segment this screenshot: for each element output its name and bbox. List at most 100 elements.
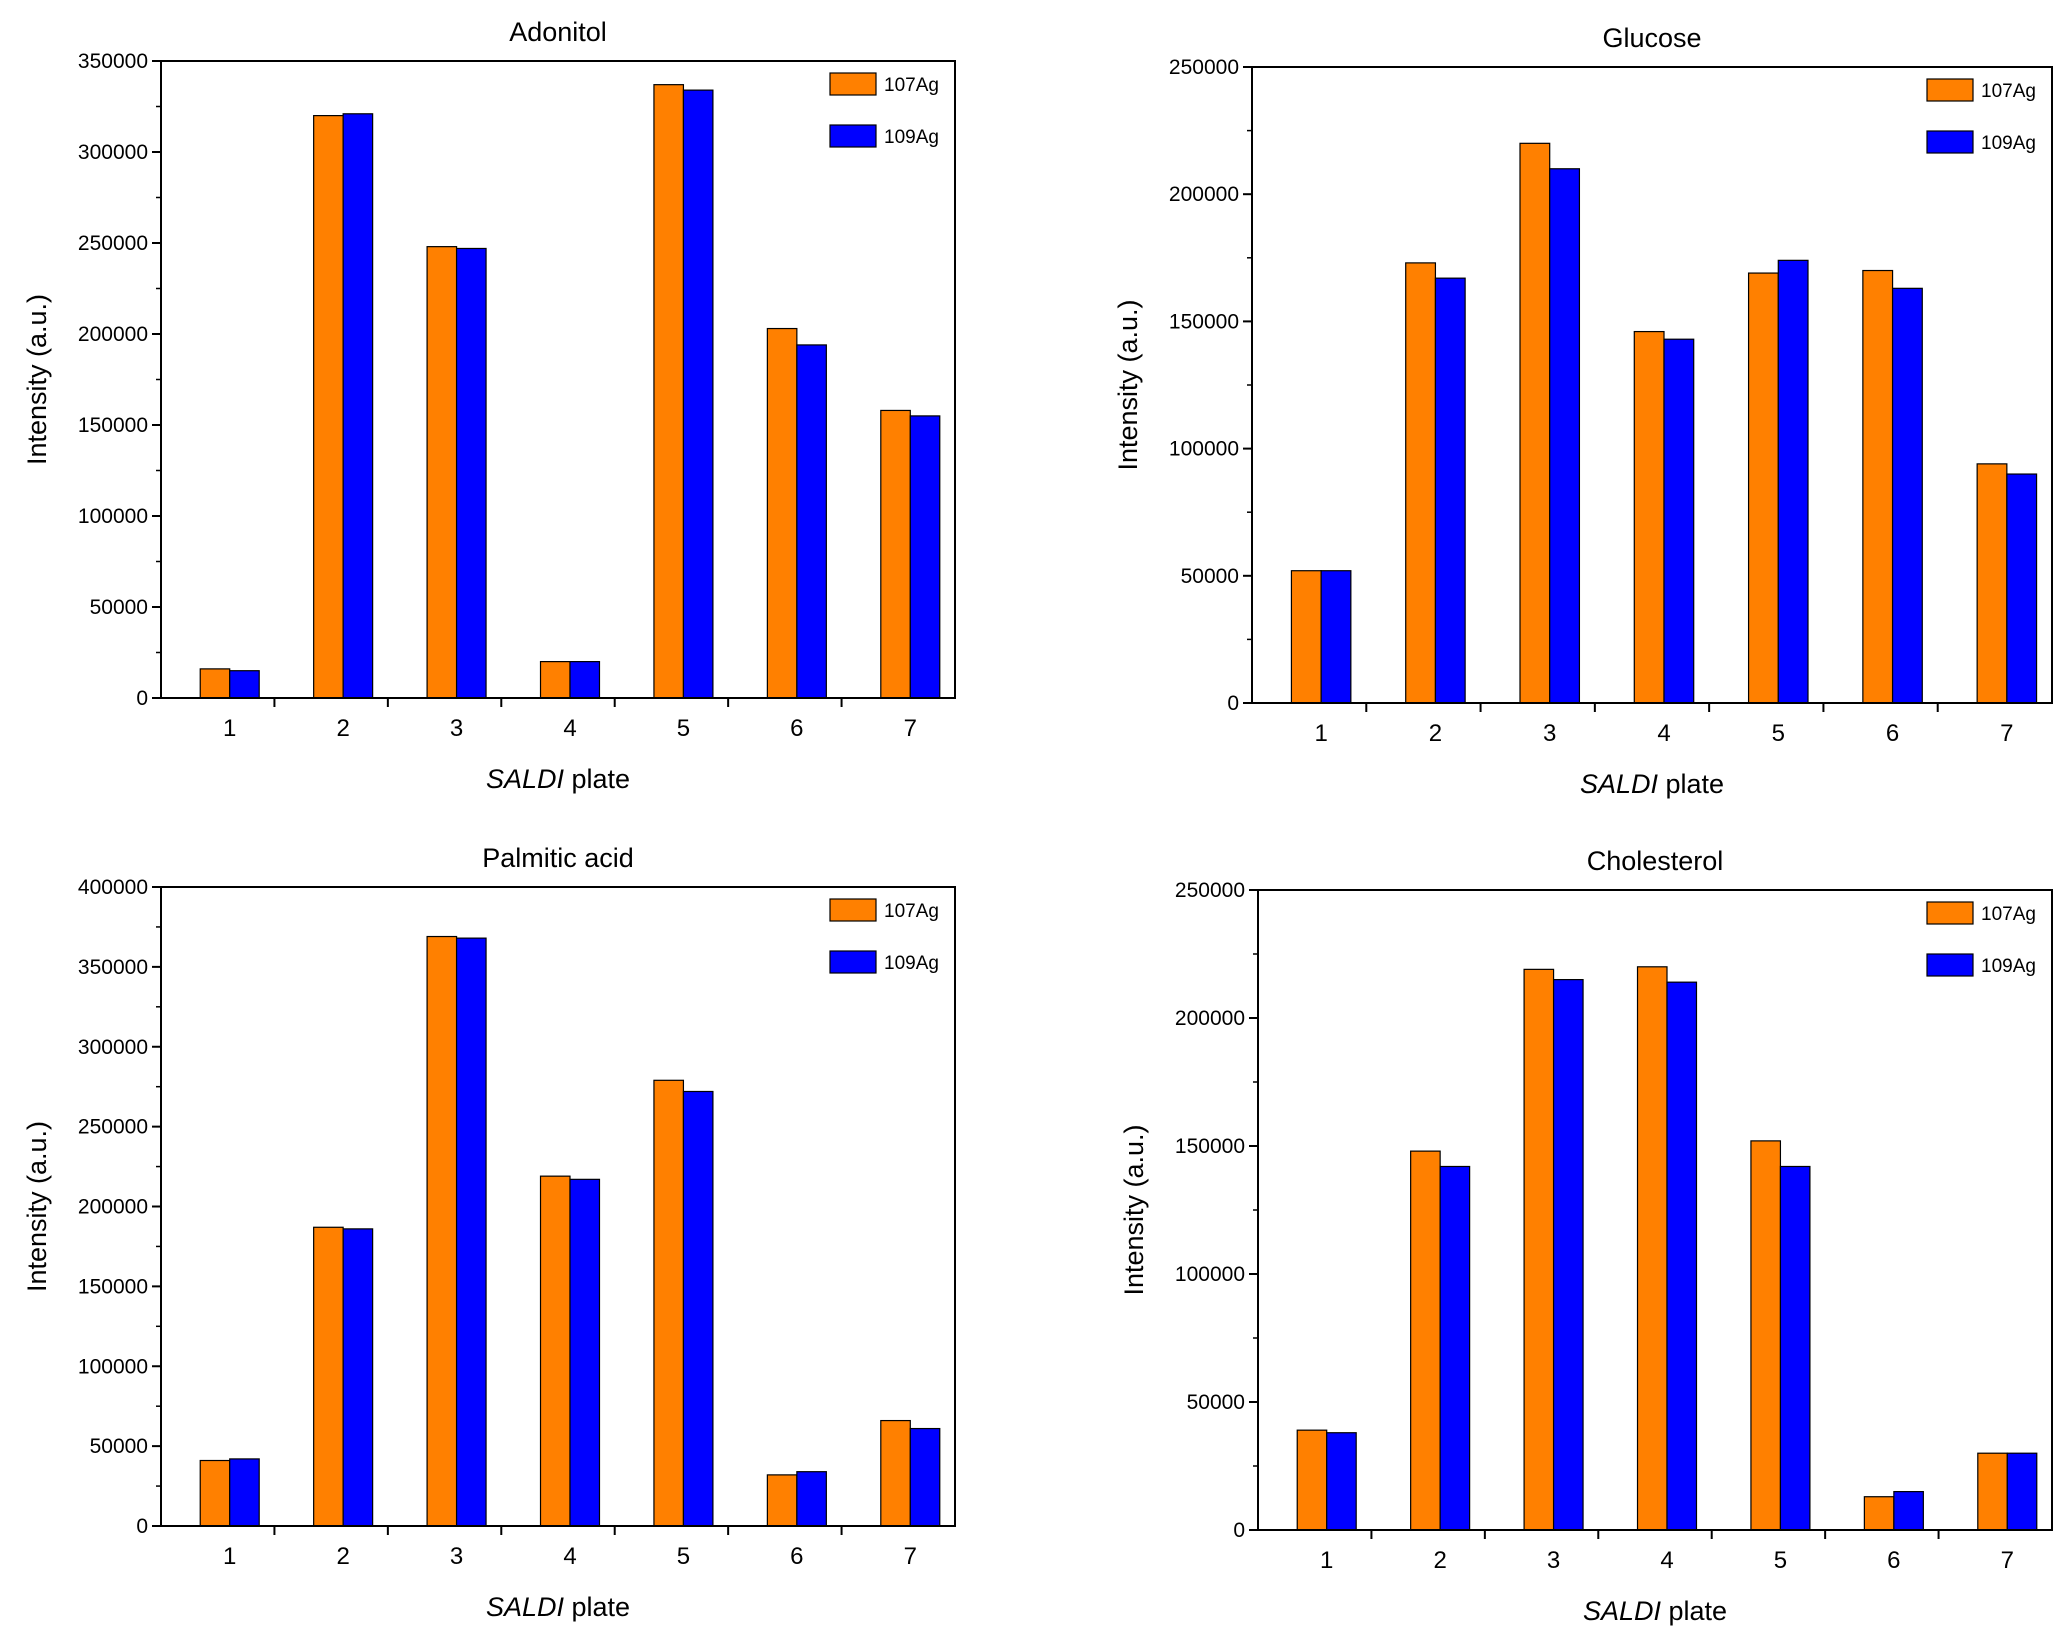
x-axis-title: SALDI plate bbox=[486, 1592, 630, 1622]
x-axis-title: SALDI plate bbox=[1580, 769, 1724, 799]
legend: 107Ag 109Ag bbox=[1926, 901, 2036, 977]
legend-label: 107Ag bbox=[884, 75, 939, 96]
chart-title: Cholesterol bbox=[1587, 846, 1724, 876]
x-tick-label: 2 bbox=[336, 715, 349, 742]
chart-panel-2: Glucose Intensity (a.u.) SALDI plate 0 50000… bbox=[1113, 23, 2053, 799]
y-tick-label: 200000 bbox=[78, 323, 148, 346]
x-tick-label: 3 bbox=[1547, 1547, 1560, 1574]
x-axis-title-italic: SALDI bbox=[1580, 769, 1659, 799]
bar-107Ag-5 bbox=[1747, 272, 1779, 704]
bar-109Ag-1 bbox=[229, 670, 260, 699]
bar-109Ag-3 bbox=[1549, 168, 1581, 704]
x-tick-label: 7 bbox=[2000, 720, 2013, 747]
y-tick-label: 150000 bbox=[78, 1275, 148, 1298]
bar-107Ag-2 bbox=[1405, 262, 1437, 704]
x-tick-label: 6 bbox=[790, 715, 803, 742]
legend-label: 107Ag bbox=[884, 901, 939, 922]
bar-109Ag-3 bbox=[455, 247, 487, 699]
bar-109Ag-1 bbox=[1320, 570, 1352, 704]
bar-107Ag-1 bbox=[199, 1459, 231, 1527]
y-tick-label: 200000 bbox=[78, 1196, 148, 1219]
y-tick-label: 250000 bbox=[78, 232, 148, 255]
bar-107Ag-3 bbox=[1523, 968, 1555, 1531]
x-tick-label: 6 bbox=[790, 1543, 803, 1570]
y-tick-label: 100000 bbox=[78, 505, 148, 528]
x-tick-label: 1 bbox=[223, 715, 236, 742]
bar-107Ag-4 bbox=[539, 660, 571, 699]
bar-107Ag-5 bbox=[1750, 1140, 1782, 1531]
bar-109Ag-4 bbox=[569, 1178, 601, 1527]
x-tick-label: 1 bbox=[223, 1543, 236, 1570]
bar-107Ag-6 bbox=[766, 1474, 798, 1527]
y-tick-label: 350000 bbox=[78, 50, 148, 73]
legend-swatch-107Ag bbox=[1926, 901, 1974, 925]
y-tick-label: 250000 bbox=[78, 1116, 148, 1139]
x-tick-label: 2 bbox=[1429, 720, 1442, 747]
chart-title: Adonitol bbox=[509, 17, 607, 47]
x-axis-title-italic: SALDI bbox=[486, 1592, 565, 1622]
x-axis-title-italic: SALDI bbox=[1583, 1596, 1662, 1626]
y-axis-title: Intensity (a.u.) bbox=[1119, 1124, 1149, 1295]
bar-109Ag-6 bbox=[796, 344, 827, 699]
bar-109Ag-6 bbox=[1893, 1490, 1924, 1531]
bar-109Ag-2 bbox=[1434, 277, 1466, 704]
y-tick-label: 100000 bbox=[1169, 438, 1239, 461]
bar-109Ag-7 bbox=[2006, 1452, 2038, 1531]
legend-swatch-107Ag bbox=[829, 72, 877, 96]
bar-107Ag-4 bbox=[1633, 330, 1665, 704]
legend-label: 109Ag bbox=[1981, 956, 2036, 977]
x-axis-title-rest: plate bbox=[1658, 769, 1724, 799]
x-tick-label: 7 bbox=[904, 1543, 917, 1570]
x-tick-label: 1 bbox=[1320, 1547, 1333, 1574]
bar-107Ag-7 bbox=[880, 409, 911, 699]
x-tick-label: 5 bbox=[677, 1543, 690, 1570]
bar-107Ag-2 bbox=[1410, 1150, 1441, 1531]
bar-107Ag-7 bbox=[1976, 463, 2008, 704]
bar-109Ag-4 bbox=[1663, 338, 1695, 704]
y-tick-label: 150000 bbox=[1175, 1135, 1245, 1158]
x-tick-label: 6 bbox=[1886, 720, 1899, 747]
y-tick-label: 100000 bbox=[78, 1355, 148, 1378]
bar-109Ag-5 bbox=[1779, 1165, 1811, 1531]
y-tick-label: 0 bbox=[136, 687, 148, 710]
bar-107Ag-1 bbox=[199, 668, 231, 699]
legend-swatch-109Ag bbox=[829, 124, 877, 148]
bar-109Ag-7 bbox=[909, 415, 941, 699]
chart-title: Palmitic acid bbox=[482, 843, 634, 873]
y-axis-title: Intensity (a.u.) bbox=[22, 1121, 52, 1292]
x-axis-title: SALDI plate bbox=[486, 764, 630, 794]
legend-label: 109Ag bbox=[1981, 133, 2036, 154]
chart-panel-4: Cholesterol Intensity (a.u.) SALDI plate 0 5… bbox=[1119, 846, 2053, 1626]
y-tick-label: 0 bbox=[136, 1515, 148, 1538]
y-tick-label: 50000 bbox=[1187, 1391, 1245, 1414]
legend-label: 109Ag bbox=[884, 127, 939, 148]
legend-label: 107Ag bbox=[1981, 81, 2036, 102]
bar-109Ag-2 bbox=[1439, 1165, 1471, 1531]
bar-109Ag-2 bbox=[342, 1228, 374, 1527]
x-tick-label: 7 bbox=[904, 715, 917, 742]
x-tick-label: 3 bbox=[1543, 720, 1556, 747]
x-tick-label: 3 bbox=[450, 715, 463, 742]
bar-109Ag-7 bbox=[909, 1427, 941, 1527]
y-tick-label: 300000 bbox=[78, 1036, 148, 1059]
legend-label: 109Ag bbox=[884, 953, 939, 974]
chart-panel-1: Adonitol Intensity (a.u.) SALDI plate 0 5000… bbox=[22, 17, 956, 794]
y-tick-label: 200000 bbox=[1175, 1007, 1245, 1030]
y-axis-title: Intensity (a.u.) bbox=[22, 294, 52, 465]
y-tick-label: 150000 bbox=[78, 414, 148, 437]
bar-107Ag-3 bbox=[1519, 142, 1551, 704]
plot-frame bbox=[160, 60, 956, 699]
x-axis-title-rest: plate bbox=[1661, 1596, 1727, 1626]
plot-frame bbox=[1257, 889, 2053, 1531]
y-tick-label: 0 bbox=[1233, 1519, 1245, 1542]
bar-107Ag-1 bbox=[1296, 1429, 1328, 1531]
x-axis-title-rest: plate bbox=[564, 764, 630, 794]
y-tick-label: 50000 bbox=[1181, 565, 1239, 588]
x-tick-label: 5 bbox=[1774, 1547, 1787, 1574]
x-tick-label: 4 bbox=[563, 715, 576, 742]
x-axis-title-italic: SALDI bbox=[486, 764, 565, 794]
bar-107Ag-4 bbox=[1636, 966, 1668, 1531]
plot-frame bbox=[1251, 66, 2053, 704]
y-tick-label: 250000 bbox=[1169, 56, 1239, 79]
